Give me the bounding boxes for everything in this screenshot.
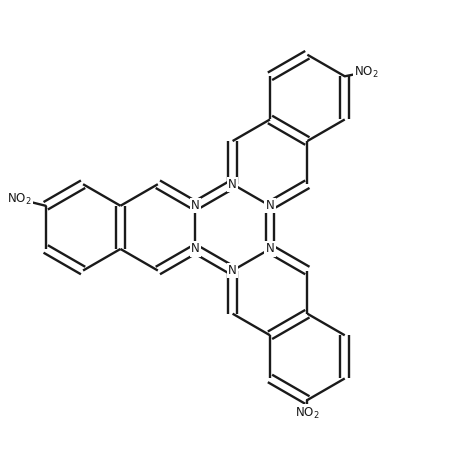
- Text: N: N: [265, 199, 274, 212]
- Text: N: N: [265, 243, 274, 255]
- Text: N: N: [228, 177, 237, 191]
- Text: N: N: [190, 243, 199, 255]
- Text: N: N: [228, 264, 237, 277]
- Text: NO$_2$: NO$_2$: [353, 64, 378, 79]
- Text: NO$_2$: NO$_2$: [7, 192, 32, 207]
- Text: N: N: [190, 199, 199, 212]
- Text: NO$_2$: NO$_2$: [294, 405, 319, 421]
